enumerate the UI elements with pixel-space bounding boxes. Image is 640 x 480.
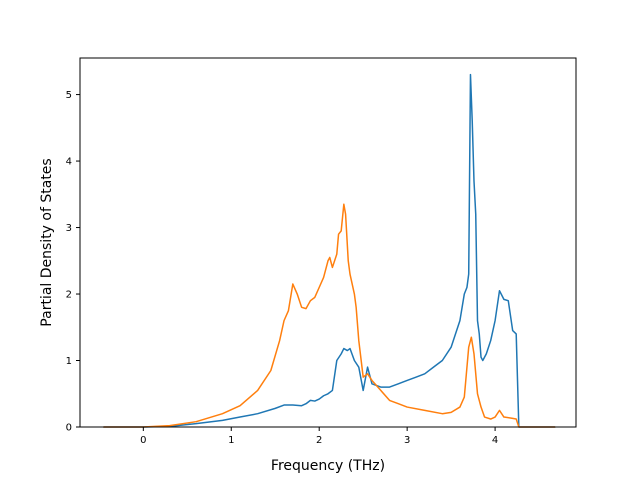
y-tick-label: 3	[66, 223, 72, 234]
x-tick-label: 1	[228, 435, 234, 446]
x-tick-label: 3	[404, 435, 410, 446]
y-axis-ticks: 0 1 2 3 4 5	[66, 90, 80, 434]
x-tick-label: 2	[316, 435, 322, 446]
series-line-1	[102, 73, 556, 428]
series-layer	[102, 73, 556, 428]
series-line-2	[102, 203, 556, 428]
y-axis-label: Partial Density of States	[39, 158, 55, 326]
x-tick-label: 4	[492, 435, 498, 446]
x-tick-label: 0	[140, 435, 146, 446]
y-tick-label: 0	[66, 423, 72, 434]
plot-area-frame	[79, 57, 577, 428]
y-tick-label: 4	[66, 157, 72, 168]
x-axis-ticks: 0 1 2 3 4	[140, 427, 498, 446]
y-tick-label: 5	[66, 90, 72, 101]
x-axis-label: Frequency (THz)	[271, 458, 385, 474]
y-tick-label: 1	[66, 356, 72, 367]
y-tick-label: 2	[66, 290, 72, 301]
